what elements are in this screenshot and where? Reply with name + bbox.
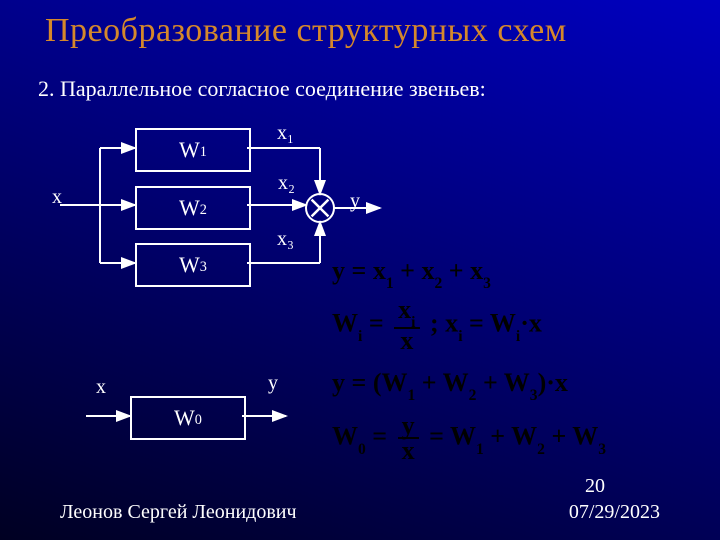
formula-f1: y = x1 + x2 + x3 xyxy=(332,256,491,290)
diagram-label-2: x₂ xyxy=(278,172,295,195)
block-W0: W0 xyxy=(130,396,246,440)
footer-date: 07/29/2023 xyxy=(569,501,660,524)
slide-subtitle: 2. Параллельное согласное соединение зве… xyxy=(38,76,486,102)
diagram-label-5: x xyxy=(96,376,106,399)
footer-page: 20 xyxy=(585,475,605,498)
diagram-label-6: y xyxy=(268,372,278,395)
formula-f4: W0 = yx = W1 + W2 + W3 xyxy=(332,414,606,463)
formula-f2: Wi = xix ; xi = Wi·x xyxy=(332,298,542,353)
diagram-label-0: x xyxy=(52,186,62,209)
slide-title: Преобразование структурных схем xyxy=(45,12,567,50)
diagram-label-1: x₁ xyxy=(277,122,294,145)
formula-f3: y = (W1 + W2 + W3)·x xyxy=(332,368,568,402)
diagram-label-4: x₃ xyxy=(277,228,294,251)
slide: Преобразование структурных схем 2. Парал… xyxy=(0,0,720,540)
block-W2: W2 xyxy=(135,186,251,230)
diagram-label-3: y xyxy=(350,190,360,213)
footer-author: Леонов Сергей Леонидович xyxy=(60,501,297,524)
block-W1: W1 xyxy=(135,128,251,172)
block-W3: W3 xyxy=(135,243,251,287)
